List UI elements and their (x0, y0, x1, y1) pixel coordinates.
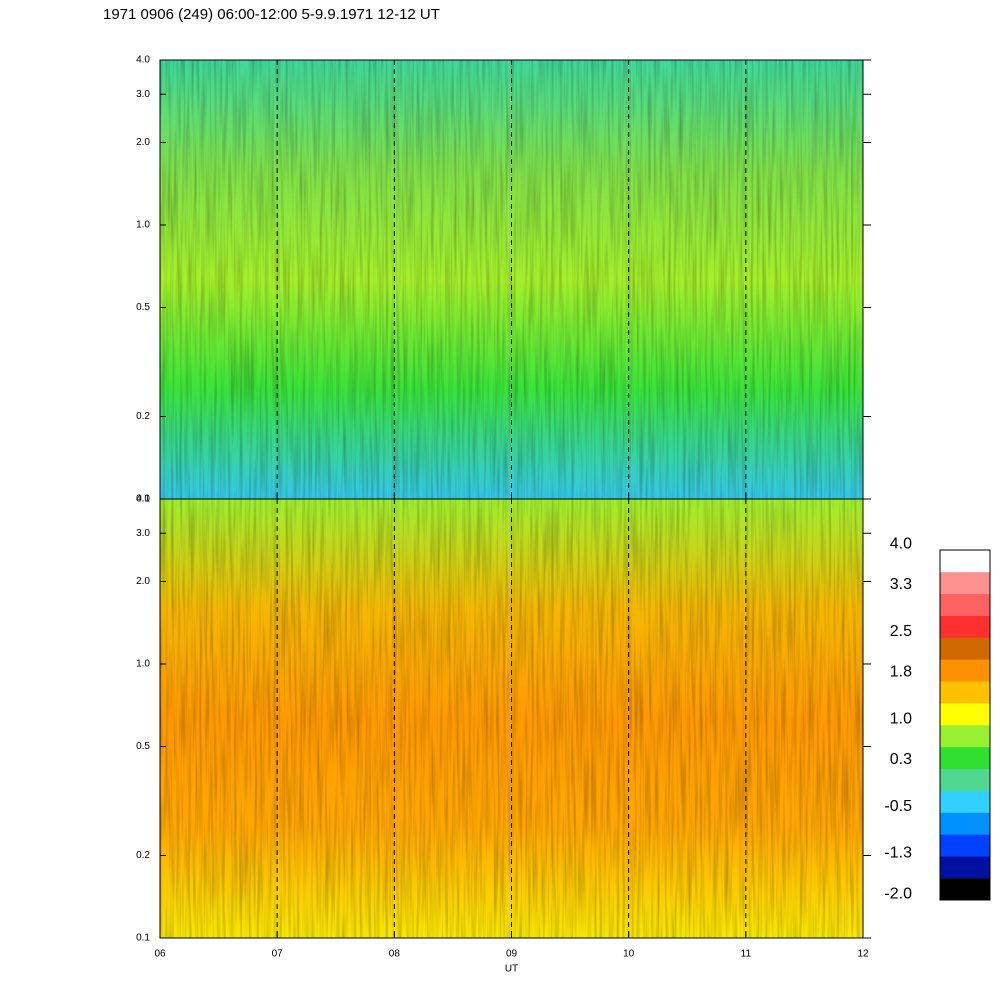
y-tick-label: 0.1 (136, 933, 150, 944)
x-tick-label: 12 (857, 949, 869, 960)
colorbar-swatch (940, 703, 990, 726)
colorbar-swatch (940, 681, 990, 704)
colorbar-label: 1.0 (890, 710, 912, 727)
y-tick-label: 4.0 (136, 494, 150, 505)
x-tick-label: 07 (272, 949, 284, 960)
y-tick-label: 4.0 (136, 55, 150, 66)
colorbar-label: 4.0 (890, 535, 912, 552)
x-tick-label: 08 (389, 949, 401, 960)
colorbar-swatch (940, 790, 990, 813)
y-tick-label: 0.5 (136, 741, 150, 752)
y-tick-label: 1.0 (136, 220, 150, 231)
y-tick-label: 3.0 (136, 528, 150, 539)
colorbar-swatch (940, 834, 990, 857)
x-tick-label: 09 (506, 949, 518, 960)
x-tick-label: 10 (623, 949, 635, 960)
colorbar-swatch (940, 746, 990, 770)
colorbar-swatch (940, 593, 990, 616)
y-tick-label: 2.0 (136, 576, 150, 587)
y-tick-label: 0.5 (136, 302, 150, 313)
colorbar-label: -0.5 (884, 798, 912, 815)
colorbar-swatch (940, 856, 990, 879)
y-tick-label: 1.0 (136, 659, 150, 670)
colorbar-frame (939, 549, 991, 901)
colorbar-swatch (940, 725, 990, 748)
x-tick-label: 06 (154, 949, 166, 960)
colorbar-label: -1.3 (884, 845, 912, 862)
colorbar-swatch (940, 659, 990, 682)
y-tick-label: 0.2 (136, 850, 150, 861)
y-tick-label: 3.0 (136, 89, 150, 100)
y-tick-label: 0.2 (136, 411, 150, 422)
colorbar-label: 0.3 (890, 751, 912, 768)
y-tick-label: 2.0 (136, 137, 150, 148)
colorbar-swatch (940, 550, 990, 573)
chart-title: 1971 0906 (249) 06:00-12:00 5-9.9.1971 1… (103, 6, 440, 23)
y-tick-label: 0.1 (136, 494, 150, 505)
colorbar-swatch (940, 571, 990, 595)
colorbar-label: 3.3 (890, 576, 912, 593)
colorbar-swatch (940, 812, 990, 835)
colorbar-swatch (940, 768, 990, 791)
colorbar-label: -2.0 (884, 885, 912, 902)
colorbar-swatch (940, 878, 990, 901)
colorbar-swatch (940, 615, 990, 638)
colorbar-swatch (940, 637, 990, 660)
x-axis-label: UT (505, 964, 518, 975)
x-tick-label: 11 (741, 949, 752, 960)
colorbar-label: 2.5 (890, 623, 912, 640)
colorbar-label: 1.8 (890, 664, 912, 681)
